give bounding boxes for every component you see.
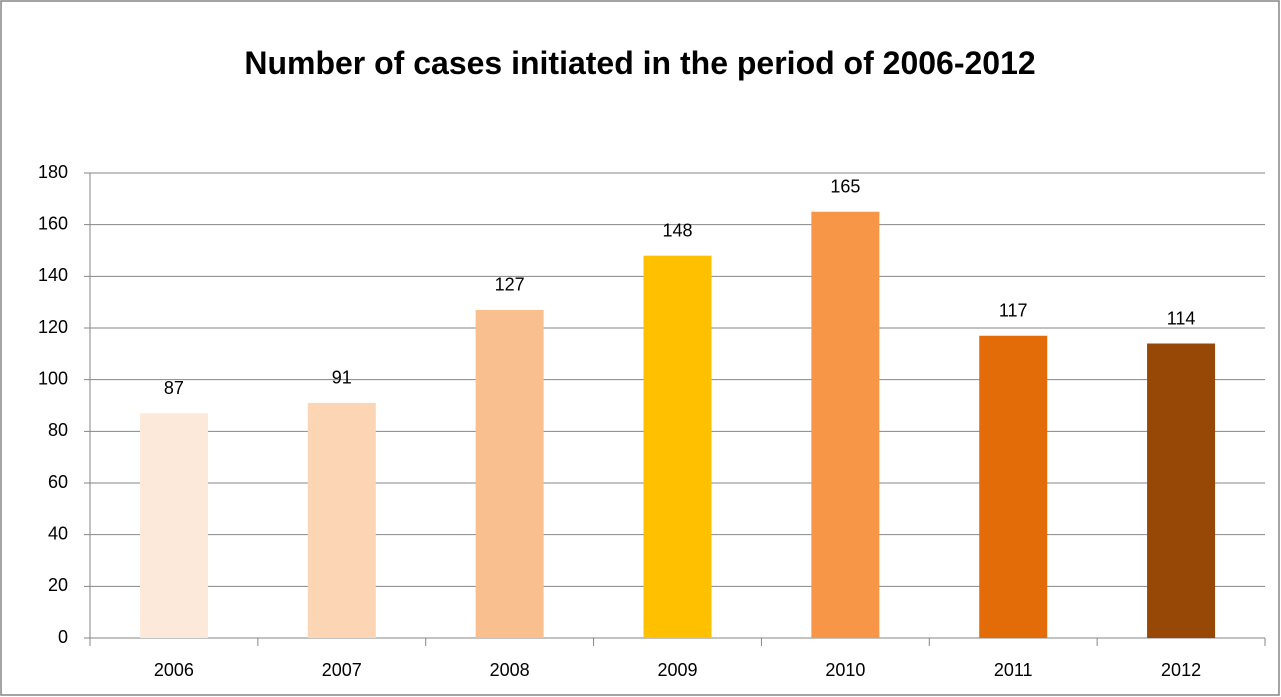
data-label: 91 [332, 368, 352, 388]
x-tick-label: 2012 [1161, 660, 1201, 680]
y-tick-label: 160 [38, 213, 68, 233]
x-tick-label: 2008 [490, 660, 530, 680]
x-tick-label: 2010 [825, 660, 865, 680]
x-tick-label: 2007 [322, 660, 362, 680]
bar [643, 255, 712, 638]
data-label: 114 [1167, 308, 1196, 328]
bar [1147, 343, 1216, 638]
bar [139, 413, 208, 638]
y-tick-label: 0 [58, 627, 68, 647]
data-label: 148 [662, 220, 692, 240]
y-tick-label: 80 [48, 420, 68, 440]
x-tick-label: 2011 [994, 660, 1033, 680]
y-tick-label: 100 [38, 368, 68, 388]
bar [811, 211, 880, 638]
chart-title: Number of cases initiated in the period … [244, 45, 1036, 81]
y-tick-label: 180 [38, 162, 68, 182]
bar [979, 335, 1048, 638]
y-tick-label: 60 [48, 472, 68, 492]
x-tick-label: 2006 [154, 660, 194, 680]
y-tick-label: 140 [38, 265, 68, 285]
data-label: 127 [495, 275, 525, 295]
y-tick-label: 40 [48, 523, 68, 543]
data-label: 165 [830, 177, 860, 197]
y-tick-label: 20 [48, 575, 68, 595]
x-tick-label: 2009 [657, 660, 697, 680]
data-label: 117 [999, 301, 1028, 321]
bar [475, 309, 544, 638]
y-tick-label: 120 [38, 317, 68, 337]
bar [307, 402, 376, 638]
data-label: 87 [164, 378, 184, 398]
